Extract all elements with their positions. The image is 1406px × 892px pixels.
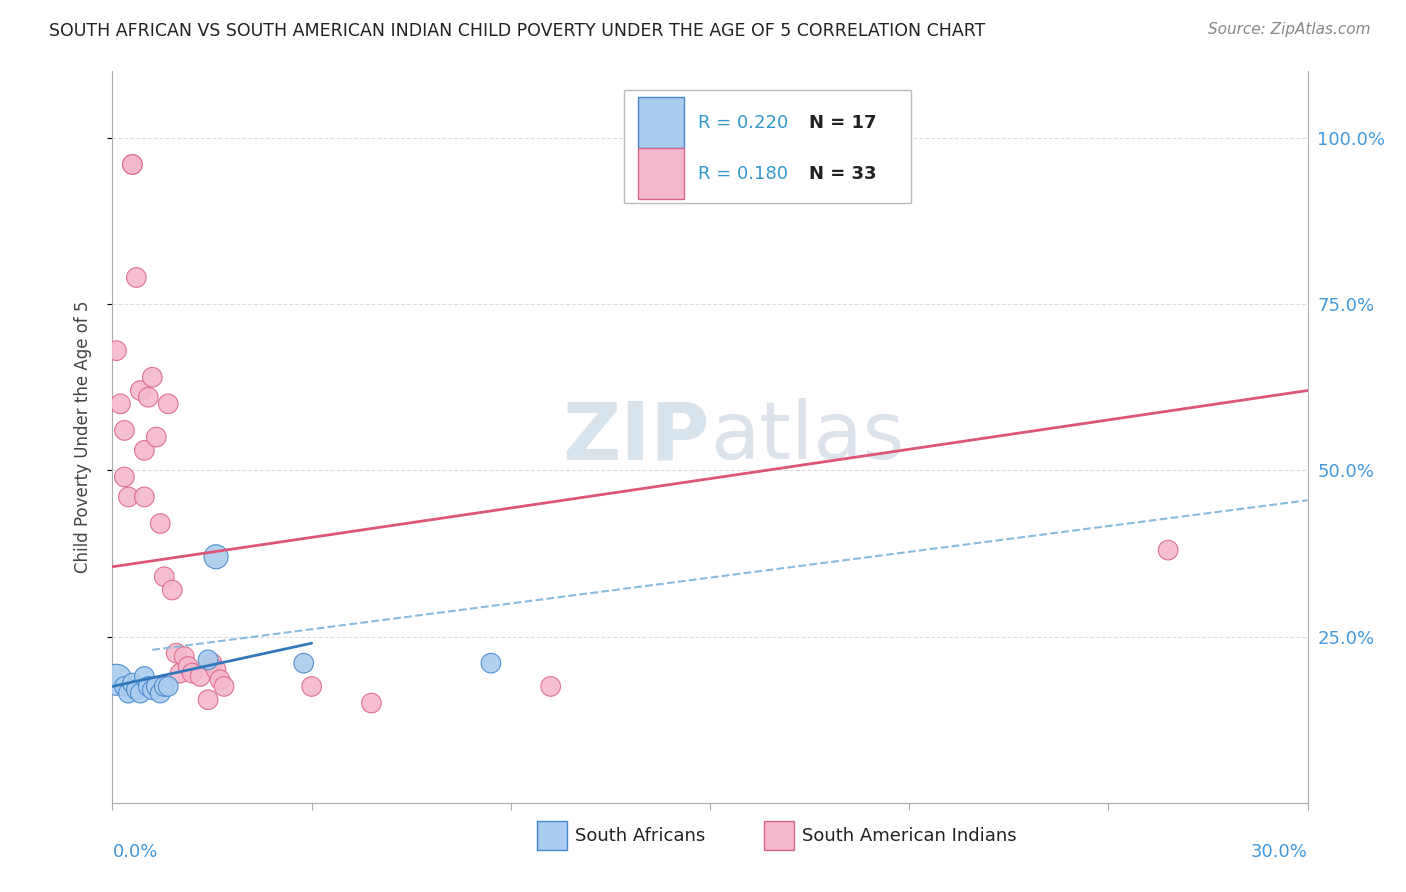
Point [181, 666, 204, 681]
Text: SOUTH AFRICAN VS SOUTH AMERICAN INDIAN CHILD POVERTY UNDER THE AGE OF 5 CORRELAT: SOUTH AFRICAN VS SOUTH AMERICAN INDIAN C… [49, 22, 986, 40]
Point [157, 397, 180, 411]
Text: 30.0%: 30.0% [1251, 843, 1308, 861]
Point [138, 680, 160, 694]
Point [121, 157, 143, 171]
Point [129, 686, 152, 700]
Point [121, 676, 143, 690]
Text: R = 0.220: R = 0.220 [699, 113, 789, 131]
Point [121, 157, 143, 171]
Point [479, 656, 502, 670]
Point [105, 673, 128, 687]
Point [212, 680, 235, 694]
Point [125, 682, 148, 697]
Point [188, 669, 211, 683]
Point [157, 680, 180, 694]
Point [201, 656, 224, 670]
Text: N = 33: N = 33 [810, 165, 877, 183]
Point [134, 490, 156, 504]
Point [145, 430, 167, 444]
Point [110, 397, 132, 411]
FancyBboxPatch shape [624, 90, 911, 203]
Text: ZIP: ZIP [562, 398, 710, 476]
Point [301, 680, 323, 694]
Point [153, 680, 176, 694]
Point [141, 682, 163, 697]
Point [138, 390, 160, 404]
Point [360, 696, 382, 710]
Bar [537, 821, 567, 850]
Text: South American Indians: South American Indians [801, 827, 1017, 845]
Point [125, 270, 148, 285]
Bar [638, 148, 683, 200]
Point [162, 582, 183, 597]
Text: South Africans: South Africans [575, 827, 706, 845]
Point [209, 673, 232, 687]
Point [205, 549, 228, 564]
Text: R = 0.180: R = 0.180 [699, 165, 789, 183]
Text: N = 17: N = 17 [810, 113, 877, 131]
Point [145, 680, 167, 694]
Point [134, 443, 156, 458]
Point [169, 666, 191, 681]
Point [177, 659, 200, 673]
Point [149, 686, 172, 700]
Point [117, 490, 139, 504]
Bar [638, 97, 683, 148]
Point [153, 570, 176, 584]
Point [197, 692, 219, 706]
Point [134, 669, 156, 683]
Bar [763, 821, 794, 850]
Text: Source: ZipAtlas.com: Source: ZipAtlas.com [1208, 22, 1371, 37]
Point [129, 384, 152, 398]
Point [105, 343, 128, 358]
Point [540, 680, 562, 694]
Point [117, 686, 139, 700]
Y-axis label: Child Poverty Under the Age of 5: Child Poverty Under the Age of 5 [73, 301, 91, 574]
Text: atlas: atlas [710, 398, 904, 476]
Point [292, 656, 315, 670]
Point [173, 649, 195, 664]
Point [149, 516, 172, 531]
Point [114, 680, 135, 694]
Point [114, 470, 135, 484]
Point [114, 424, 135, 438]
Point [205, 663, 228, 677]
Point [141, 370, 163, 384]
Point [165, 646, 187, 660]
Point [197, 653, 219, 667]
Point [1157, 543, 1180, 558]
Text: 0.0%: 0.0% [112, 843, 157, 861]
